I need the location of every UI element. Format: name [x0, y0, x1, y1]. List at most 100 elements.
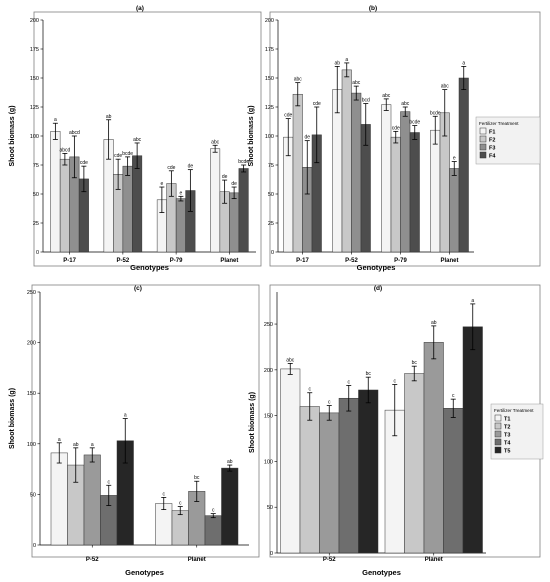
x-tick-label: P-52: [323, 557, 336, 563]
x-tick-label: P-52: [86, 557, 99, 563]
legend-swatch: [494, 438, 502, 446]
legend-title: Fertilizer Treatment: [494, 408, 534, 413]
bar: [358, 389, 379, 554]
significance-label: cde: [392, 125, 400, 131]
significance-label: cde: [80, 160, 88, 166]
bar: [443, 408, 464, 554]
legend-label: T4: [504, 441, 511, 447]
significance-label: ab: [73, 442, 79, 448]
y-tick-label: 250: [27, 290, 36, 296]
y-tick-label: 100: [265, 134, 274, 140]
significance-label: abc: [401, 101, 410, 107]
y-axis-title: Shoot biomass (g): [9, 105, 16, 166]
significance-label: cde: [284, 113, 292, 119]
y-axis-title: Shoot biomass (g): [248, 105, 255, 166]
significance-label: a: [345, 57, 348, 63]
significance-label: c: [212, 508, 215, 514]
significance-label: c: [108, 479, 111, 485]
bar: [449, 168, 460, 253]
panel-title: (d): [374, 285, 382, 292]
bar: [400, 111, 411, 253]
significance-label: c: [309, 387, 312, 393]
y-tick-label: 100: [264, 459, 273, 465]
chart-panel: (b) 0 25 50 75 100 125 150 175 200 Shoot biomass (…: [248, 5, 541, 272]
significance-label: c: [179, 501, 182, 507]
y-tick-label: 125: [30, 105, 39, 111]
significance-label: cde: [167, 165, 175, 171]
significance-label: de: [304, 135, 310, 141]
bar: [238, 168, 249, 253]
legend-label: F4: [489, 154, 496, 160]
y-tick-label: 175: [30, 47, 39, 53]
bar: [381, 104, 392, 253]
significance-label: ab: [227, 459, 233, 465]
legend-label: T5: [504, 449, 510, 455]
x-tick-label: Planet: [440, 258, 458, 264]
significance-label: a: [91, 442, 94, 448]
legend-label: F2: [489, 138, 495, 144]
panel-title: (b): [369, 5, 377, 12]
legend-swatch: [479, 135, 487, 143]
significance-label: a: [58, 437, 61, 443]
bar: [409, 132, 420, 253]
bar: [210, 148, 221, 253]
significance-label: bcd: [362, 98, 370, 104]
x-axis-title: Genotypes: [362, 568, 401, 577]
x-tick-label: P-17: [63, 258, 76, 264]
y-tick-label: 200: [265, 18, 274, 24]
y-tick-label: 150: [265, 76, 274, 82]
legend: Fertilizer Treatment T1 T2 T3 T4 T5: [490, 403, 544, 460]
y-tick-label: 100: [27, 442, 36, 448]
significance-label: abc: [133, 137, 142, 143]
significance-label: abcd: [59, 147, 70, 153]
significance-label: ab: [106, 114, 112, 120]
bar: [458, 77, 469, 253]
legend-swatch: [479, 127, 487, 135]
legend-label: T3: [504, 433, 510, 439]
significance-label: abc: [352, 80, 361, 86]
bar: [423, 342, 444, 554]
significance-label: bc: [412, 360, 418, 366]
x-tick-label: P-52: [117, 258, 130, 264]
significance-label: a: [124, 413, 127, 419]
significance-label: bc: [194, 475, 200, 481]
x-tick-label: P-79: [170, 258, 183, 264]
significance-label: c: [348, 379, 351, 385]
y-tick-label: 75: [268, 163, 274, 169]
bar: [50, 452, 68, 546]
bar: [204, 515, 222, 546]
bar: [299, 406, 320, 554]
significance-label: e: [160, 181, 163, 187]
y-tick-label: 50: [33, 192, 39, 198]
bar: [404, 373, 425, 554]
significance-label: e: [453, 156, 456, 162]
significance-label: de: [231, 181, 237, 187]
legend-swatch: [494, 446, 502, 454]
legend-box: [475, 116, 541, 165]
chart-panel: (a) 0 25 50 75 100 125 150 175 200 Shoot biomass (…: [9, 5, 262, 272]
significance-label: a: [471, 298, 474, 304]
significance-label: c: [328, 400, 331, 406]
y-tick-label: 200: [27, 341, 36, 347]
y-tick-label: 0: [270, 551, 273, 557]
y-tick-label: 150: [264, 414, 273, 420]
significance-label: c: [394, 378, 397, 384]
y-tick-label: 175: [265, 47, 274, 53]
significance-label: de: [222, 174, 228, 180]
significance-label: abc: [286, 357, 295, 363]
x-axis-title: Genotypes: [357, 263, 396, 272]
legend-swatch: [494, 414, 502, 422]
legend-label: F3: [489, 146, 495, 152]
significance-label: abc: [382, 93, 391, 99]
y-tick-label: 200: [264, 368, 273, 374]
legend-swatch: [494, 430, 502, 438]
legend-swatch: [494, 422, 502, 430]
y-axis-title: Shoot biomass (g): [249, 392, 256, 453]
significance-label: e: [179, 190, 182, 196]
significance-label: c: [163, 491, 166, 497]
panel-title: (c): [134, 285, 142, 292]
bar: [462, 326, 483, 554]
y-tick-label: 0: [36, 250, 39, 256]
